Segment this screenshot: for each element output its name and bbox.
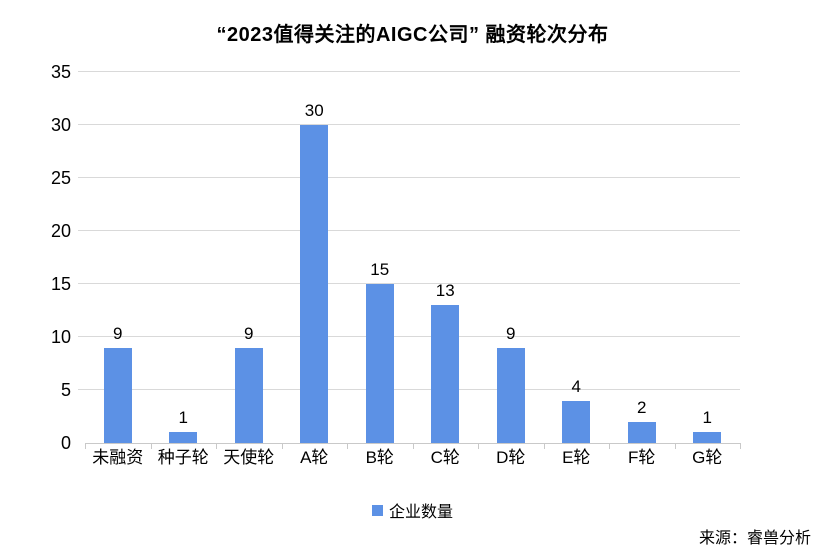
bar-value-label: 9 — [506, 323, 516, 343]
legend: 企业数量 — [85, 498, 740, 522]
x-axis-tick — [216, 443, 217, 449]
y-axis-tick-label: 30 — [50, 115, 71, 135]
bar-value-label: 1 — [702, 408, 712, 428]
x-axis-category-label: A轮 — [300, 448, 329, 467]
bar — [169, 432, 198, 443]
bar-value-label: 2 — [637, 397, 647, 417]
bar — [693, 432, 722, 443]
gridline — [78, 124, 740, 125]
x-axis-category-label: E轮 — [562, 448, 591, 467]
gridline — [78, 389, 740, 390]
y-axis-tick-label: 20 — [50, 221, 71, 241]
x-axis-category-label: G轮 — [692, 448, 723, 467]
x-axis-tick — [674, 443, 676, 449]
bar-value-label: 1 — [178, 408, 188, 428]
bar-value-label: 15 — [370, 260, 390, 279]
bar-value-label: 13 — [435, 281, 455, 301]
x-axis-tick — [478, 443, 479, 449]
x-axis-category-label: B轮 — [365, 448, 394, 467]
source-note: 来源：睿兽分析 — [698, 530, 811, 547]
bar — [627, 421, 656, 443]
x-axis-category-label: 天使轮 — [223, 448, 275, 467]
x-axis-category-label: D轮 — [496, 448, 526, 467]
y-axis-tick-label: 35 — [50, 62, 71, 82]
chart-title: “2023值得关注的AIGC公司” 融资轮次分布 — [216, 24, 609, 46]
y-axis-tick-label: 10 — [50, 327, 71, 347]
bar — [496, 347, 525, 443]
bar — [103, 347, 132, 443]
y-axis-tick-label: 15 — [50, 274, 71, 294]
x-axis-category-label: F轮 — [628, 448, 656, 467]
bar-value-label: 4 — [571, 376, 581, 396]
bar-value-label: 9 — [113, 323, 123, 343]
y-axis-tick-label: 0 — [60, 433, 71, 453]
x-axis-category-label: C轮 — [430, 448, 460, 467]
bar — [234, 347, 263, 443]
x-axis-tick — [609, 443, 610, 449]
gridline — [78, 71, 740, 72]
bar — [562, 400, 591, 443]
x-axis-category-label: 未融资 — [92, 448, 144, 467]
y-axis-tick-label: 5 — [60, 380, 71, 400]
x-axis-tick — [412, 443, 414, 449]
legend-label: 企业数量 — [388, 504, 453, 521]
gridline — [78, 230, 740, 231]
bar-value-label: 9 — [244, 323, 254, 343]
bar — [300, 125, 329, 443]
x-axis-tick — [85, 443, 86, 449]
x-axis-tick — [543, 443, 545, 449]
plot-area: 0 5 10 15 20 25 30 35 9 未融资 1 种子轮 9 天使轮 30 A轮 15 B轮 13 C轮 9 D… — [51, 63, 741, 466]
x-axis-tick — [347, 443, 348, 449]
bar — [431, 305, 460, 443]
gridline — [78, 177, 740, 178]
x-axis-tick — [281, 443, 283, 449]
gridline — [78, 283, 740, 284]
x-axis-tick — [150, 443, 152, 449]
x-axis-tick — [740, 443, 741, 449]
bar — [365, 284, 394, 443]
x-axis-category-label: 种子轮 — [157, 448, 209, 467]
legend-swatch-icon — [371, 504, 383, 516]
y-axis-tick-label: 25 — [50, 168, 71, 188]
gridline — [78, 336, 740, 337]
bar-value-label: 30 — [304, 101, 324, 120]
